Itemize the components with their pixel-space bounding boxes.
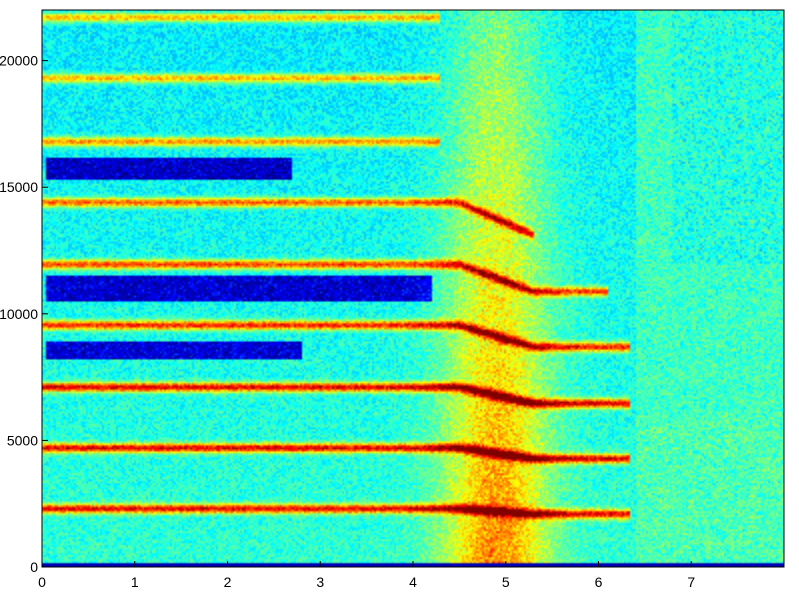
x-tick-label: 6 <box>595 574 603 590</box>
y-tick-label: 5000 <box>7 432 38 448</box>
y-tick-label: 20000 <box>0 53 38 69</box>
x-axis: 0 1 2 3 4 5 6 7 <box>38 561 695 590</box>
x-tick-label: 4 <box>409 574 417 590</box>
x-tick-label: 1 <box>131 574 139 590</box>
y-tick-label: 0 <box>30 559 38 575</box>
plot-area <box>41 9 785 568</box>
spectrogram-image <box>42 10 784 567</box>
y-axis: 0 5000 10000 15000 20000 <box>0 53 48 575</box>
x-tick-label: 0 <box>38 574 46 590</box>
y-tick-label: 15000 <box>0 179 38 195</box>
x-tick-label: 2 <box>224 574 232 590</box>
x-tick-label: 7 <box>687 574 695 590</box>
x-tick-label: 3 <box>316 574 324 590</box>
x-tick-label: 5 <box>502 574 510 590</box>
y-tick-label: 10000 <box>0 306 38 322</box>
